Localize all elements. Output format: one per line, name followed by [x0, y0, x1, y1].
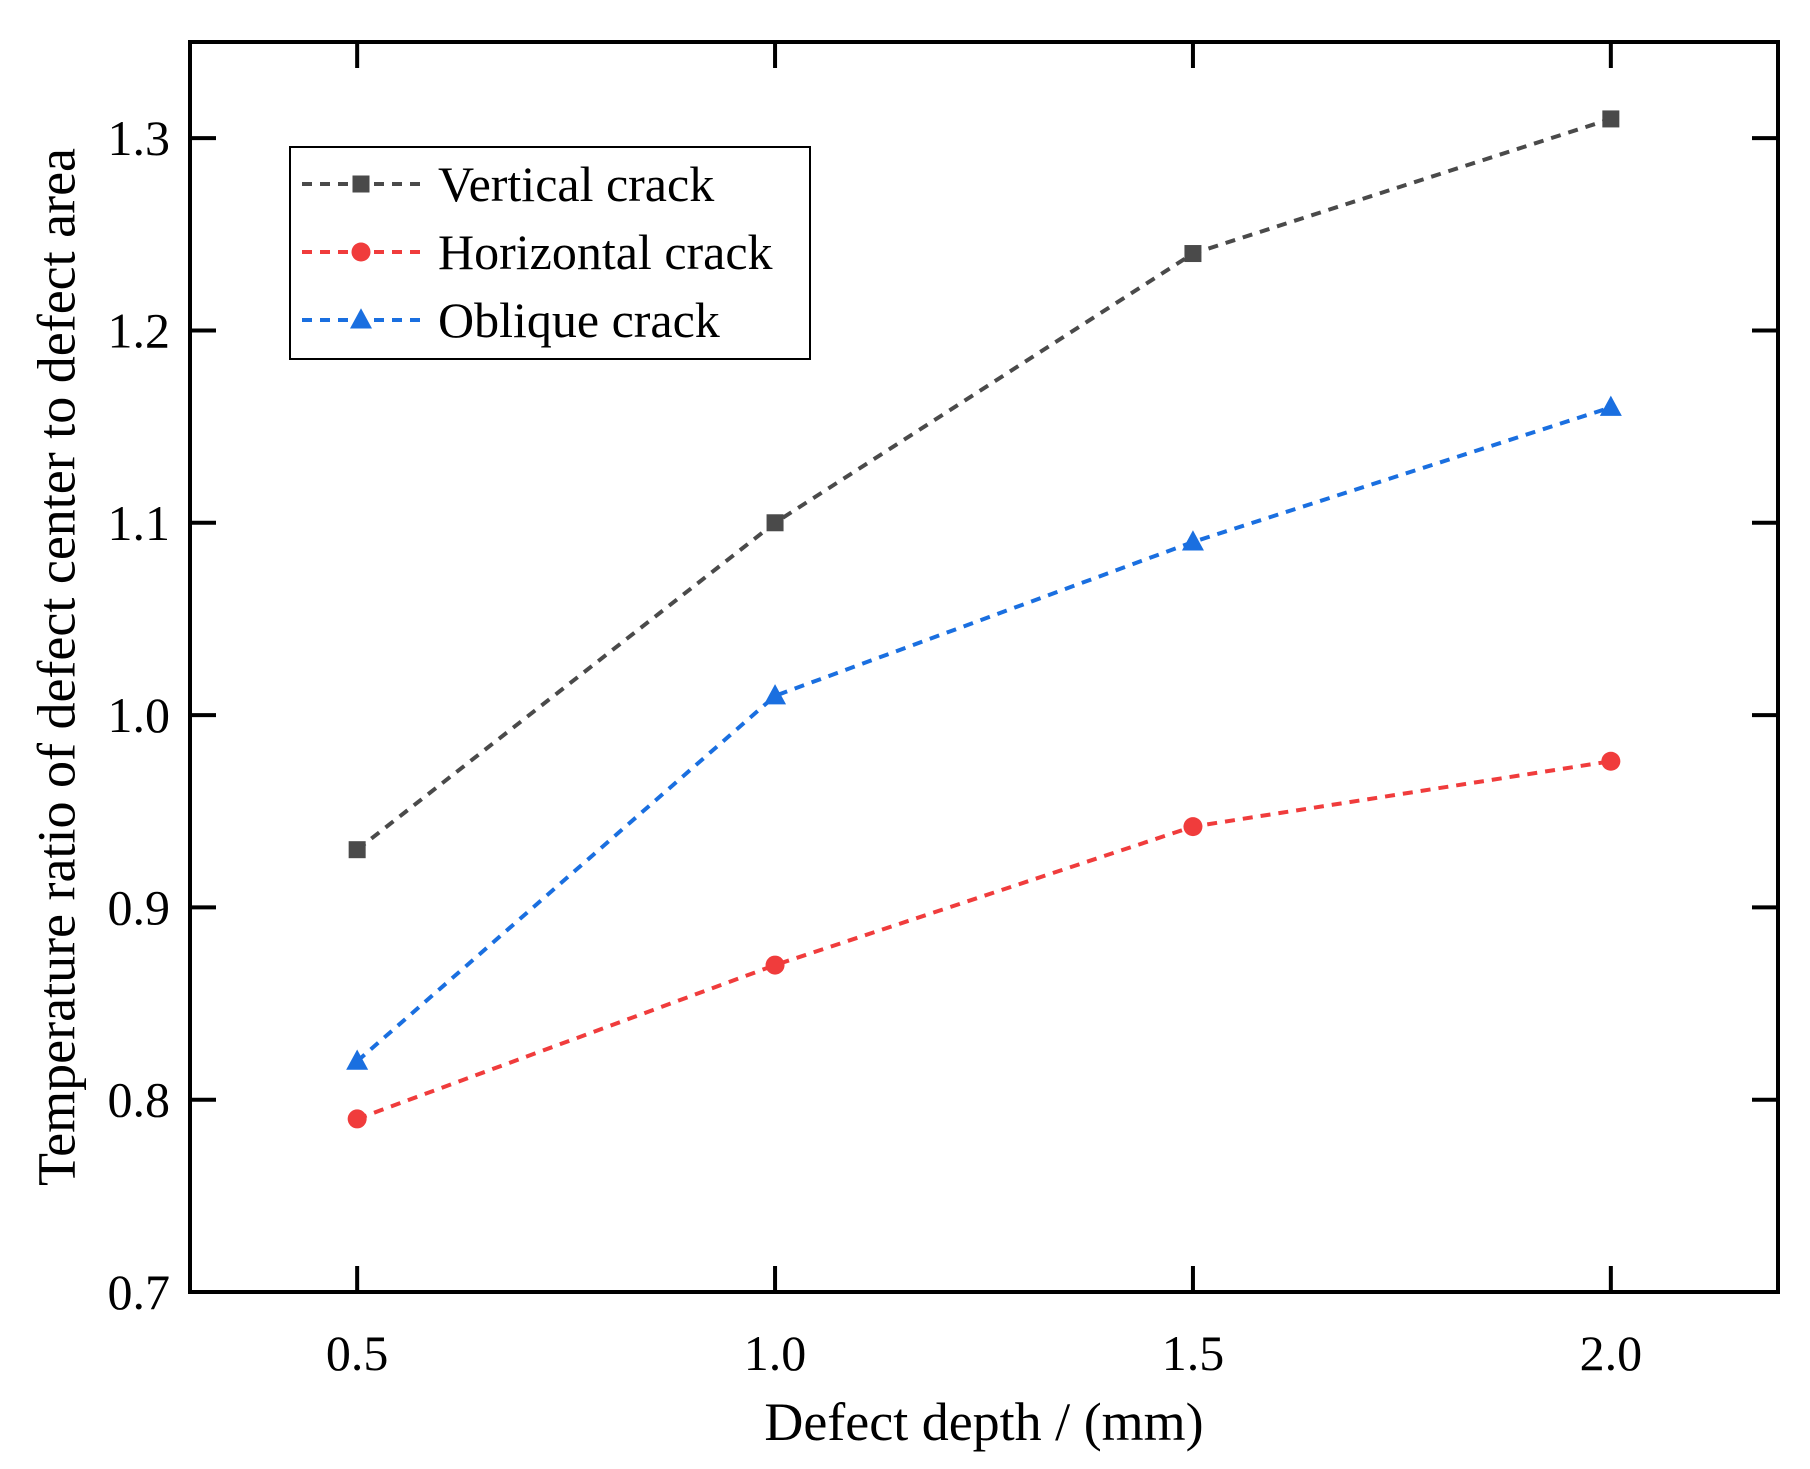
y-tick-label: 1.1 — [108, 495, 171, 551]
data-point-horizontal-crack — [1183, 817, 1203, 837]
data-point-oblique-crack — [1181, 530, 1204, 551]
y-tick-label: 1.3 — [108, 110, 171, 166]
series-line-vertical-crack — [355, 117, 1612, 852]
data-point-horizontal-crack — [765, 955, 785, 975]
series-line-horizontal-crack — [356, 759, 1612, 1121]
data-point-horizontal-crack — [347, 1109, 367, 1129]
legend-marker-oblique-crack — [350, 308, 372, 329]
y-tick-label: 0.7 — [108, 1264, 171, 1320]
legend-label-oblique-crack: Oblique crack — [438, 292, 720, 348]
x-axis-title: Defect depth / (mm) — [764, 1392, 1203, 1452]
y-tick-label: 1.0 — [108, 687, 171, 743]
data-point-vertical-crack — [1602, 110, 1620, 128]
series-lines — [355, 117, 1612, 1121]
data-point-vertical-crack — [766, 514, 784, 532]
legend-marker-horizontal-crack — [351, 242, 371, 262]
series-markers — [346, 110, 1622, 1129]
y-tick-label: 1.2 — [108, 302, 171, 358]
x-tick-label: 1.5 — [1162, 1325, 1225, 1381]
data-point-vertical-crack — [1184, 245, 1202, 263]
data-point-oblique-crack — [764, 684, 787, 705]
data-point-oblique-crack — [1599, 395, 1622, 416]
axis-ticks — [190, 42, 1778, 1294]
data-point-horizontal-crack — [1601, 751, 1621, 771]
data-point-vertical-crack — [348, 841, 366, 859]
x-tick-label: 1.0 — [744, 1325, 807, 1381]
y-tick-label: 0.8 — [108, 1072, 171, 1128]
x-tick-label: 0.5 — [326, 1325, 389, 1381]
series-line-oblique-crack — [355, 405, 1612, 1063]
x-tick-label: 2.0 — [1580, 1325, 1643, 1381]
y-tick-label: 0.9 — [108, 879, 171, 935]
y-axis-title: Temperature ratio of defect center to de… — [26, 148, 86, 1186]
data-point-oblique-crack — [346, 1049, 369, 1070]
legend: Vertical crack Horizontal crack Oblique cr… — [289, 146, 811, 360]
plot-frame — [188, 40, 1780, 1294]
legend-label-vertical-crack: Vertical crack — [438, 156, 714, 212]
legend-label-horizontal-crack: Horizontal crack — [438, 224, 773, 280]
axis-tick-labels: 0.7 0.8 0.9 1.0 1.1 1.2 1.3 0.5 1.0 1.5 2.0 — [108, 110, 1643, 1381]
legend-marker-vertical-crack — [352, 175, 370, 193]
